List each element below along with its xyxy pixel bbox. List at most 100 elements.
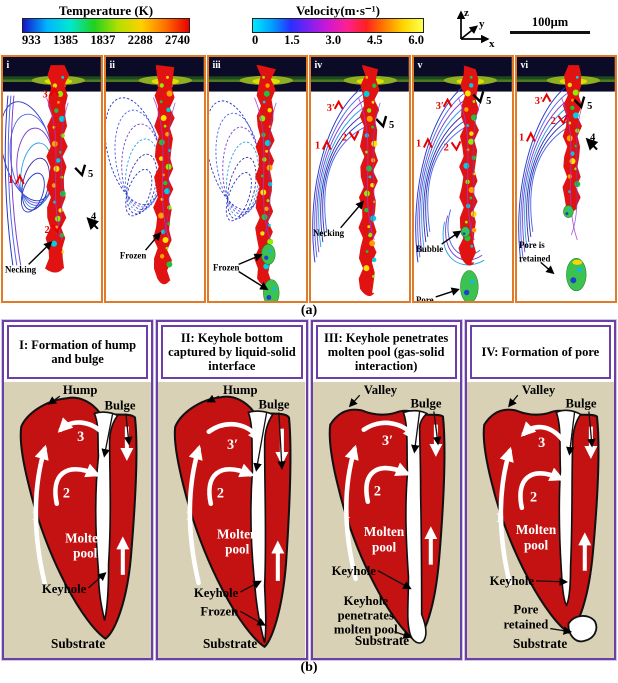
figure-graphic xyxy=(472,91,485,105)
temperature-colorbar: Temperature (K) 933 1385 1837 2288 2740 xyxy=(22,3,190,48)
panel-id-label: iv xyxy=(315,60,324,71)
figure-graphic xyxy=(159,254,165,259)
figure-graphic xyxy=(425,117,470,238)
keyhole-label: Keyhole xyxy=(42,582,87,596)
figure-graphic xyxy=(253,65,276,286)
annotation-1: 1 xyxy=(315,140,320,151)
figure-graphic xyxy=(124,413,133,446)
sim-panel-vi-art: vi 3′ 5 2 4 1 Pore is retained xyxy=(517,57,615,292)
figure-graphic xyxy=(159,100,163,104)
y-axis-label: y xyxy=(479,18,485,30)
figure-graphic xyxy=(167,222,170,226)
annotation-3-: 3′ xyxy=(436,101,444,112)
figure-graphic xyxy=(28,241,53,265)
figure-graphic xyxy=(368,102,382,236)
figure-graphic xyxy=(51,240,57,247)
figure-graphic xyxy=(208,57,307,92)
velocity-colorbar: Velocity(m·s⁻¹) 0 1.5 3.0 4.5 6.0 xyxy=(252,3,424,48)
caption-b: (b) xyxy=(300,660,318,675)
figure-graphic xyxy=(520,93,568,258)
figure-graphic xyxy=(206,394,220,403)
figure-graphic xyxy=(266,238,273,245)
figure-graphic xyxy=(570,105,575,111)
figure-graphic xyxy=(264,149,268,153)
figure-graphic xyxy=(144,231,161,251)
figure-graphic xyxy=(55,225,59,229)
schematic-panel-III-body: 1 2 3′ Valley Bulge Molten pool Keyhole Keyhole p… xyxy=(312,382,460,658)
molten-pool-label: Molten pool xyxy=(516,522,557,552)
figure-graphic xyxy=(541,92,552,103)
figure-graphic xyxy=(314,93,365,258)
figure-graphic xyxy=(443,221,485,266)
schematic-panel-III: III: Keyhole penetrates molten pool (gas… xyxy=(309,319,463,661)
figure-graphic xyxy=(57,90,64,98)
figure-graphic xyxy=(318,105,368,248)
figure-graphic xyxy=(253,97,271,241)
figure-graphic xyxy=(461,226,471,238)
flow-label-1: 1 xyxy=(343,506,350,522)
flow-label-2: 2 xyxy=(530,490,537,506)
figure-graphic xyxy=(324,123,372,232)
figure-graphic xyxy=(20,172,45,213)
sim-panel-iii-art: iii Frozen xyxy=(208,57,307,301)
colorbar-tick: 1.5 xyxy=(284,33,300,47)
figure-graphic xyxy=(57,100,60,104)
figure-graphic xyxy=(261,75,265,79)
figure-graphic xyxy=(526,130,536,142)
annotation-2: 2 xyxy=(45,225,50,236)
figure-graphic xyxy=(585,137,599,151)
figure-graphic xyxy=(238,253,263,266)
figure-graphic xyxy=(568,208,572,212)
figure-graphic xyxy=(549,626,572,635)
annotation-3: 3 xyxy=(43,90,48,101)
keyhole-label: Keyhole xyxy=(194,586,239,600)
schematic-panel-I: I: Formation of hump and bulge 1 2 3 Hump Bu… xyxy=(0,319,155,661)
figure-graphic xyxy=(261,213,268,221)
figure-graphic xyxy=(524,105,570,248)
figure-graphic xyxy=(237,270,269,291)
molten-pool-label: Molten pool xyxy=(217,526,258,556)
extra-label: Keyhole penetrates molten pool xyxy=(333,594,397,636)
figure-graphic xyxy=(463,162,470,169)
panel-id-label: ii xyxy=(109,60,115,71)
figure-graphic xyxy=(372,275,376,278)
flow-label-2: 2 xyxy=(63,486,70,502)
colorbar-tick: 933 xyxy=(22,33,41,47)
keyhole-label: Keyhole xyxy=(489,574,534,588)
figure-graphic xyxy=(56,158,61,163)
figure-graphic xyxy=(263,90,270,97)
annotation-necking: Necking xyxy=(5,264,37,274)
figure-graphic xyxy=(470,279,475,285)
sim-panel-v: v 3′ 5 1 2 Bubble Pore xyxy=(412,55,515,303)
figure-graphic xyxy=(86,217,100,231)
figure-graphic xyxy=(225,172,252,222)
figure-graphic xyxy=(469,83,474,88)
figure-graphic xyxy=(268,249,272,254)
figure-graphic xyxy=(260,243,276,265)
figure-graphic xyxy=(165,75,169,79)
annotation-pore: Pore xyxy=(416,295,434,301)
flow-label-1: 1 xyxy=(495,510,502,526)
figure-graphic xyxy=(571,98,575,102)
figure-graphic xyxy=(573,112,579,119)
figure-graphic xyxy=(167,205,172,210)
figure-graphic xyxy=(60,133,65,138)
figure-graphic xyxy=(167,149,171,152)
figure-graphic xyxy=(557,114,569,126)
figure-graphic xyxy=(152,97,170,241)
temperature-colorbar-ticks: 933 1385 1837 2288 2740 xyxy=(22,33,190,48)
schematic-panel-IV: IV: Formation of pore 1 2 3 Valley Bulge Molt… xyxy=(463,319,618,661)
figure-graphic xyxy=(470,75,473,79)
figure-graphic xyxy=(364,190,371,197)
annotation-2: 2 xyxy=(444,142,449,153)
caption-a: (a) xyxy=(300,303,318,318)
annotation-2: 2 xyxy=(342,132,347,143)
flow-arrow-1 xyxy=(498,446,514,586)
figure-graphic xyxy=(421,105,468,248)
molten-pool-label: Molten pool xyxy=(363,524,404,554)
scale-bar: 100μm xyxy=(510,15,590,34)
figure-graphic xyxy=(47,395,61,405)
bulge-label: Bulge xyxy=(410,396,441,410)
flow-arrow-3 xyxy=(57,417,106,437)
figure-graphic xyxy=(320,111,369,243)
